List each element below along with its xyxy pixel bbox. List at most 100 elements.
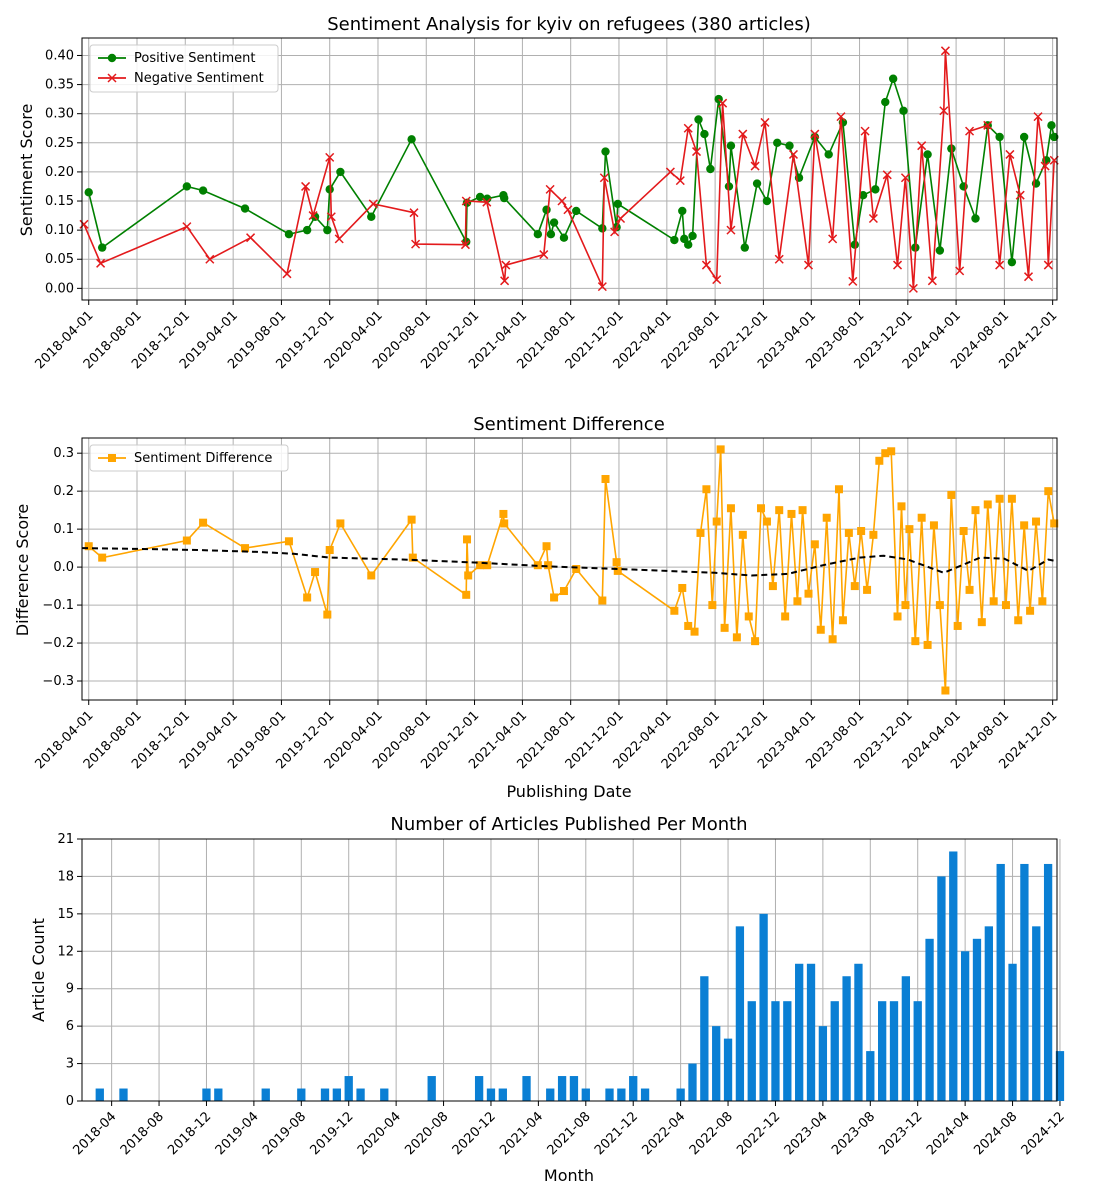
data-point	[613, 199, 622, 209]
data-point	[824, 150, 833, 159]
data-point	[500, 276, 510, 286]
data-point	[893, 612, 902, 621]
data-point	[702, 485, 711, 494]
x-tick-label: 2021-08	[545, 1109, 594, 1158]
data-point	[367, 571, 376, 580]
data-point	[476, 561, 485, 570]
data-point	[955, 266, 965, 276]
data-point	[1040, 161, 1050, 171]
chart1-ylabel: Sentiment Score	[17, 104, 36, 237]
data-point	[334, 234, 344, 244]
x-tick-label: 2022-08	[687, 1109, 736, 1158]
data-point	[545, 184, 555, 194]
bar	[1055, 1051, 1065, 1101]
data-point	[325, 152, 335, 162]
data-point	[533, 561, 542, 570]
data-point	[844, 528, 853, 537]
y-tick-label: 0.10	[45, 223, 74, 238]
data-point	[460, 240, 470, 250]
data-point	[917, 513, 926, 522]
y-tick-label: 21	[57, 832, 74, 847]
bar	[214, 1088, 223, 1101]
chart2-legend: Sentiment Difference	[89, 444, 289, 472]
chart1-legend: Positive Sentiment Negative Sentiment	[89, 44, 279, 93]
chart2-frame	[81, 437, 1058, 701]
x-tick-label: 2018-08	[118, 1109, 167, 1158]
legend-positive-label: Positive Sentiment	[134, 51, 255, 66]
data-point	[995, 260, 1005, 270]
data-point	[905, 525, 914, 534]
data-point	[983, 500, 992, 509]
data-point	[694, 115, 703, 124]
x-tick-label: 2024-08	[971, 1109, 1020, 1158]
bar	[795, 963, 804, 1101]
y-tick-label: 0.20	[45, 165, 74, 180]
x-tick-label: 2024-12	[1019, 1109, 1068, 1158]
chart2-xlabel: Publishing Date	[506, 782, 631, 801]
data-point	[977, 618, 986, 627]
data-point	[804, 589, 813, 598]
chart3-frame	[81, 838, 1058, 1102]
data-point	[787, 509, 796, 518]
data-point	[712, 275, 722, 285]
data-point	[500, 519, 509, 528]
data-point	[838, 616, 847, 625]
data-point	[752, 179, 762, 188]
data-point	[325, 185, 334, 194]
y-tick-label: 0.2	[53, 484, 74, 499]
data-point	[182, 222, 192, 232]
legend-difference-label: Sentiment Difference	[134, 451, 272, 466]
data-point	[810, 540, 819, 549]
data-point	[613, 566, 622, 575]
data-point	[549, 218, 559, 227]
x-tick-label: 2020-12	[450, 1109, 499, 1158]
data-point	[544, 561, 553, 570]
data-point	[726, 225, 736, 235]
data-point	[1001, 601, 1010, 610]
data-point	[760, 117, 770, 127]
data-point	[96, 258, 106, 268]
x-tick-label: 2019-04	[213, 1109, 262, 1158]
data-point	[858, 191, 868, 200]
data-point	[1015, 190, 1025, 200]
bar	[854, 963, 863, 1101]
series-line	[81, 547, 1058, 577]
data-point	[863, 585, 872, 594]
chart3-grid	[82, 838, 1061, 1102]
data-point	[775, 506, 784, 515]
data-point	[533, 230, 543, 239]
bar	[522, 1076, 531, 1101]
data-point	[1026, 606, 1035, 615]
bar	[617, 1088, 626, 1101]
bar	[320, 1088, 330, 1101]
bar	[937, 876, 946, 1101]
data-point	[923, 640, 932, 649]
data-point	[688, 231, 697, 241]
data-point	[557, 196, 567, 206]
data-point	[284, 230, 294, 239]
chart3-xlabel: Month	[544, 1166, 594, 1185]
data-point	[246, 233, 256, 243]
data-point	[323, 610, 332, 619]
bar	[949, 851, 958, 1101]
data-point	[995, 132, 1004, 142]
data-point	[701, 260, 711, 270]
bar	[771, 1001, 780, 1101]
data-point	[690, 627, 699, 636]
data-point	[716, 445, 725, 454]
x-tick-label: 2019-08	[260, 1109, 309, 1158]
data-point	[409, 208, 419, 218]
bar	[783, 1001, 792, 1101]
data-point	[198, 186, 208, 195]
data-point	[501, 260, 511, 270]
data-point	[828, 234, 838, 244]
data-point	[599, 173, 609, 183]
chart2-ticks: 2018-04-012018-08-012018-12-012019-04-01…	[33, 446, 1061, 772]
data-point	[1044, 487, 1053, 496]
bar	[486, 1088, 496, 1101]
data-point	[726, 141, 736, 150]
data-point	[1050, 132, 1059, 142]
data-point	[989, 597, 998, 606]
data-point	[927, 276, 937, 286]
data-point	[935, 246, 945, 255]
